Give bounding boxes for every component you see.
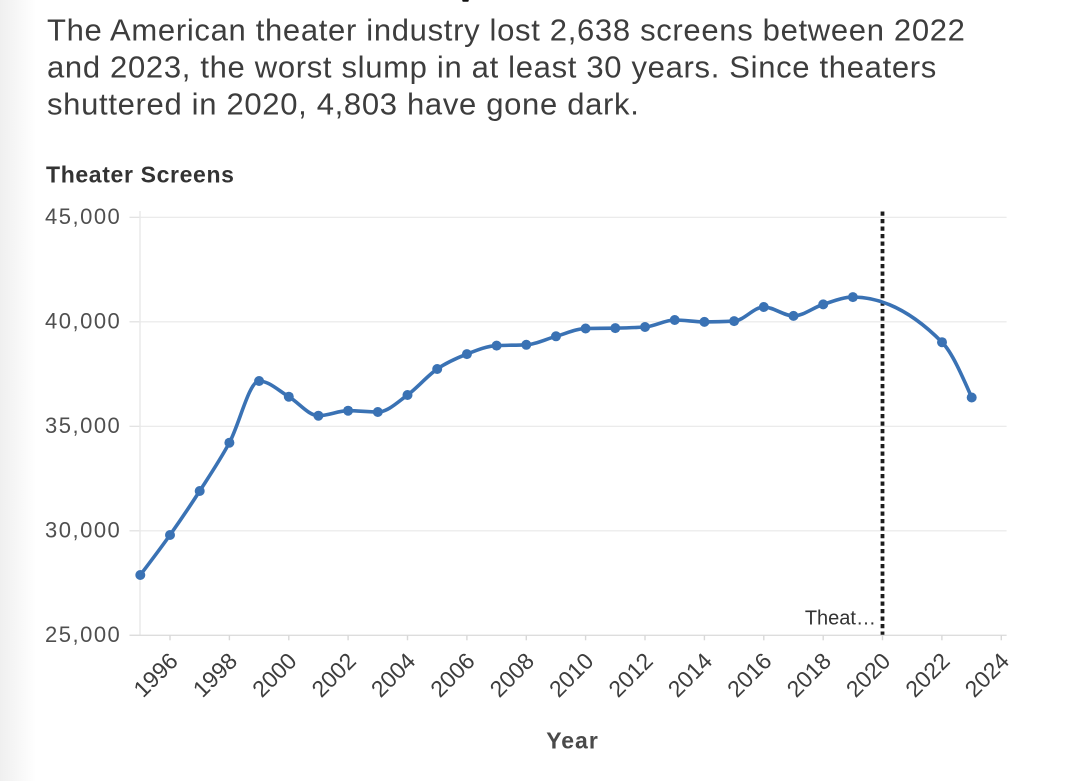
svg-text:Year: Year: [546, 728, 599, 754]
svg-text:shuttered in 2020, 4,803 have: shuttered in 2020, 4,803 have gone dark.: [47, 86, 640, 121]
svg-text:The American theater industry: The American theater industry lost 2,638…: [47, 12, 966, 47]
svg-text:Theater Screens: Theater Screens: [46, 162, 235, 188]
svg-text:2000: 2000: [247, 648, 302, 703]
svg-text:2014: 2014: [663, 647, 718, 702]
svg-text:1996: 1996: [128, 648, 183, 703]
svg-text:2024: 2024: [960, 647, 1015, 702]
svg-text:40,000: 40,000: [45, 309, 121, 334]
svg-text:2010: 2010: [544, 648, 599, 703]
svg-text:1998: 1998: [188, 648, 243, 703]
svg-text:2008: 2008: [485, 648, 540, 703]
svg-text:Theat…: Theat…: [805, 608, 876, 630]
svg-text:30,000: 30,000: [45, 518, 121, 543]
svg-text:2020: 2020: [841, 648, 896, 703]
svg-text:2012: 2012: [603, 648, 658, 703]
svg-text:and 2023, the worst slump in a: and 2023, the worst slump in at least 30…: [47, 49, 937, 84]
svg-text:2004: 2004: [366, 647, 421, 702]
svg-text:35,000: 35,000: [45, 413, 121, 438]
svg-text:2018: 2018: [781, 648, 836, 703]
svg-text:2022: 2022: [900, 648, 955, 703]
svg-text:2016: 2016: [722, 648, 777, 703]
svg-text:2006: 2006: [425, 648, 480, 703]
svg-text:25,000: 25,000: [45, 622, 121, 647]
svg-text:45,000: 45,000: [45, 204, 121, 229]
svg-text:2002: 2002: [306, 648, 361, 703]
